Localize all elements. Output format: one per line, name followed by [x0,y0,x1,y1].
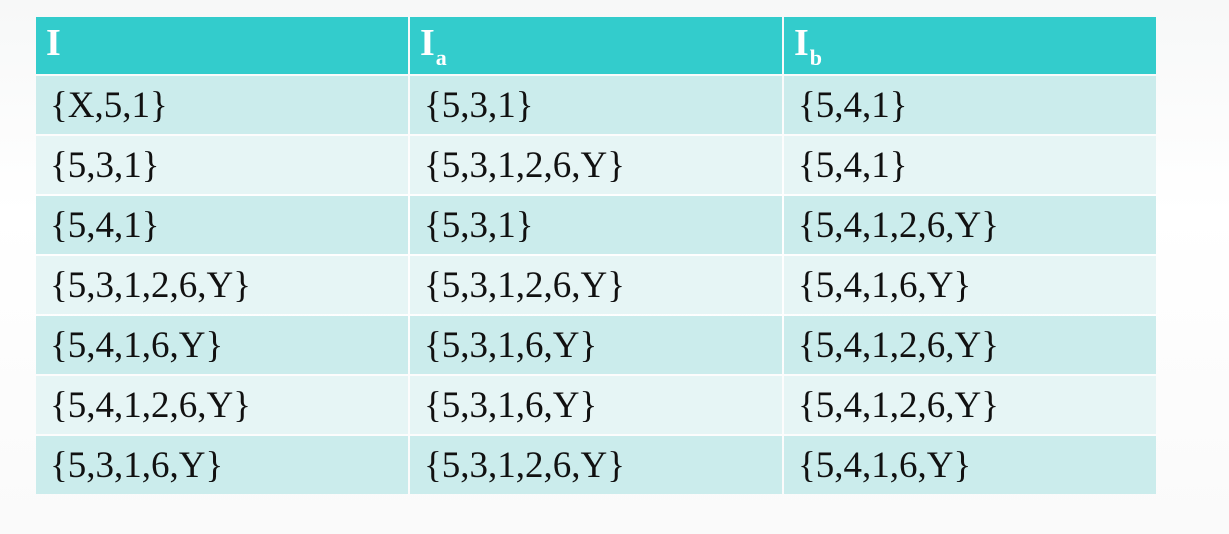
header-cell-i: I [36,17,408,74]
table-row: {5,3,1,6,Y} {5,3,1,2,6,Y} {5,4,1,6,Y} [36,436,1156,494]
header-cell-ib: Ib [784,17,1156,74]
table-cell: {5,4,1} [784,76,1156,134]
header-label: I [794,21,809,64]
table-row: {5,4,1} {5,3,1} {5,4,1,2,6,Y} [36,196,1156,254]
item-sets-table-container: I Ia Ib {X,5,1} {5,3,1} {5,4,1} {5,3,1} … [36,17,1156,496]
table-header-row: I Ia Ib [36,17,1156,74]
table-cell: {5,3,1,6,Y} [410,376,782,434]
table-row: {5,3,1} {5,3,1,2,6,Y} {5,4,1} [36,136,1156,194]
table-cell: {5,4,1,6,Y} [784,256,1156,314]
table-row: {5,3,1,2,6,Y} {5,3,1,2,6,Y} {5,4,1,6,Y} [36,256,1156,314]
table-cell: {5,3,1} [410,196,782,254]
header-label: I [46,21,61,64]
table-cell: {5,4,1,2,6,Y} [36,376,408,434]
table-row: {5,4,1,6,Y} {5,3,1,6,Y} {5,4,1,2,6,Y} [36,316,1156,374]
table-row: {X,5,1} {5,3,1} {5,4,1} [36,76,1156,134]
table-cell: {5,3,1} [410,76,782,134]
header-label: I [420,21,435,64]
table-cell: {5,4,1} [36,196,408,254]
table-row: {5,4,1,2,6,Y} {5,3,1,6,Y} {5,4,1,2,6,Y} [36,376,1156,434]
table-cell: {X,5,1} [36,76,408,134]
header-subscript: a [435,44,447,70]
table-cell: {5,4,1,6,Y} [784,436,1156,494]
header-cell-ia: Ia [410,17,782,74]
table-cell: {5,4,1,2,6,Y} [784,376,1156,434]
table-cell: {5,3,1,6,Y} [410,316,782,374]
item-sets-table: I Ia Ib {X,5,1} {5,3,1} {5,4,1} {5,3,1} … [34,15,1158,496]
table-cell: {5,3,1,6,Y} [36,436,408,494]
table-cell: {5,3,1,2,6,Y} [36,256,408,314]
table-cell: {5,3,1,2,6,Y} [410,136,782,194]
table-cell: {5,3,1,2,6,Y} [410,436,782,494]
table-cell: {5,3,1} [36,136,408,194]
header-subscript: b [809,44,823,70]
table-cell: {5,4,1,2,6,Y} [784,316,1156,374]
table-cell: {5,4,1} [784,136,1156,194]
table-cell: {5,3,1,2,6,Y} [410,256,782,314]
table-cell: {5,4,1,2,6,Y} [784,196,1156,254]
table-cell: {5,4,1,6,Y} [36,316,408,374]
